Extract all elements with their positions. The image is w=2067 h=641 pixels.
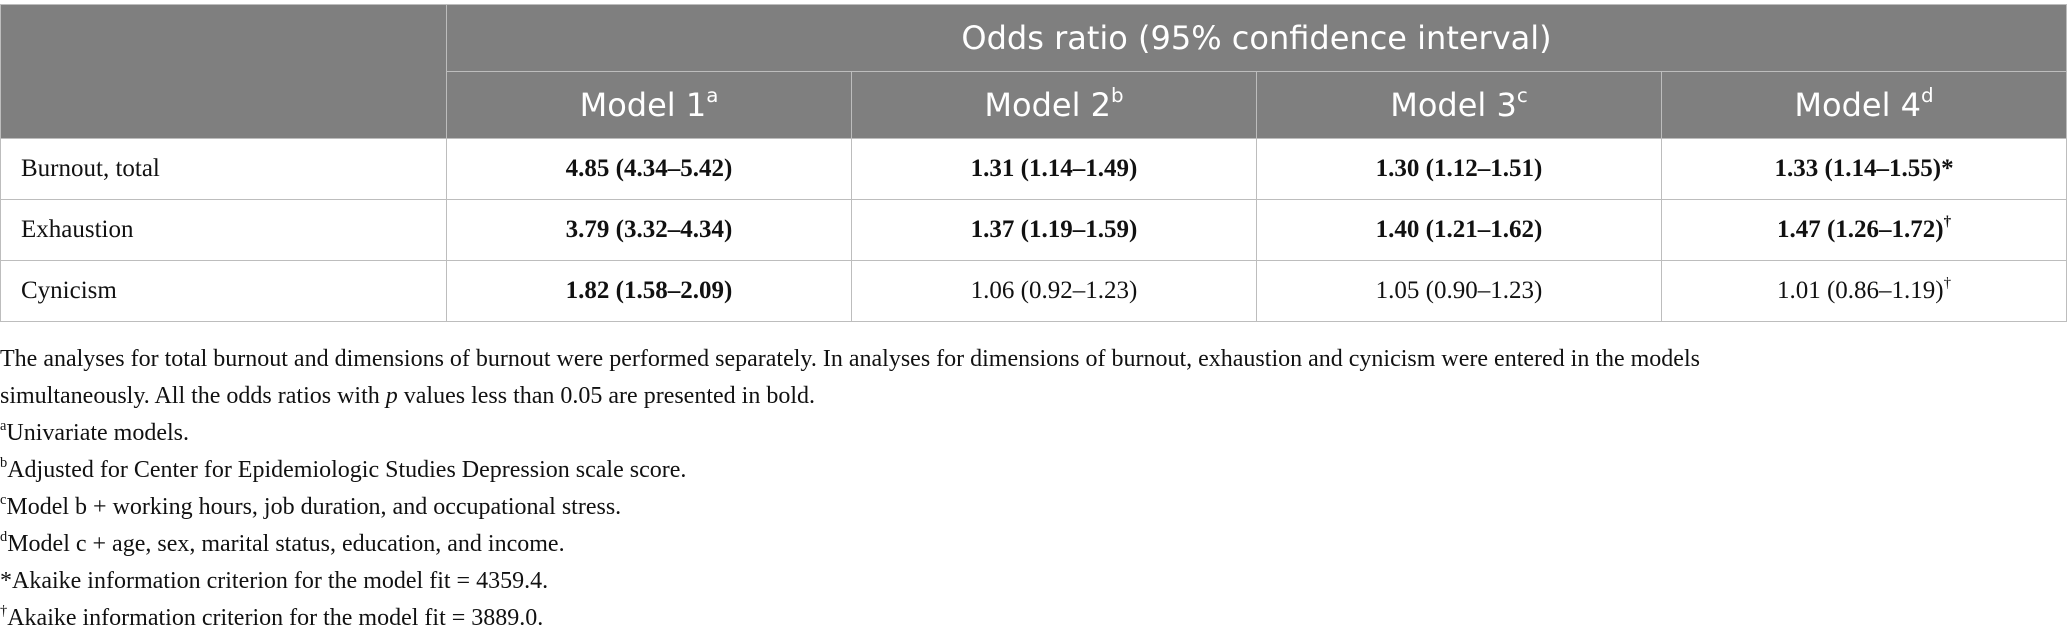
cell-mark: † [1943,213,1952,230]
table-row-exhaustion: Exhaustion 3.79 (3.32–4.34) 1.37 (1.19–1… [0,199,2067,261]
results-table-container: Odds ratio (95% confidence interval) Mod… [0,4,2067,322]
odds-ratio-table: Odds ratio (95% confidence interval) Mod… [0,4,2067,322]
row-label: Cynicism [0,260,447,322]
cell-value: 1.40 (1.21–1.62) [1256,199,1662,261]
footnote-text: Model b + working hours, job duration, a… [6,494,622,520]
footnote-text: Akaike information criterion for the mod… [7,605,544,631]
model-2-sup: b [1111,84,1124,108]
table-row-burnout-total: Burnout, total 4.85 (4.34–5.42) 1.31 (1.… [0,138,2067,200]
notes-intro-after-p: values less than 0.05 are presented in b… [397,383,815,409]
footnote-mark: a [0,417,7,434]
model-1-header: Model 1a [446,71,852,139]
model-3-sup: c [1516,84,1528,108]
cell-value-text: 1.47 (1.26–1.72) [1776,216,1944,243]
cell-value: 1.31 (1.14–1.49) [851,138,1257,200]
table-notes: The analyses for total burnout and dimen… [0,341,2060,637]
group-header: Odds ratio (95% confidence interval) [445,4,2067,72]
cell-value: 4.85 (4.34–5.42) [446,138,852,200]
cell-value-text: 3.79 (3.32–4.34) [565,216,733,243]
cell-value: 1.05 (0.90–1.23) [1256,260,1662,322]
cell-value-text: 1.06 (0.92–1.23) [970,277,1138,304]
cell-value-text: 1.01 (0.86–1.19) [1776,277,1944,304]
footnote-b: bAdjusted for Center for Epidemiologic S… [0,452,2060,489]
cell-value-text: 4.85 (4.34–5.42) [565,155,733,182]
footnote-mark: † [0,602,8,619]
cell-value-text: 1.37 (1.19–1.59) [970,216,1138,243]
footnote-mark: c [0,491,7,508]
cell-value-text: 1.05 (0.90–1.23) [1375,277,1543,304]
cell-value: 1.37 (1.19–1.59) [851,199,1257,261]
footnote-text: Adjusted for Center for Epidemiologic St… [7,457,687,483]
cell-value-text: 1.33 (1.14–1.55)* [1774,155,1954,182]
cell-value-text: 1.31 (1.14–1.49) [970,155,1138,182]
model-2-header: Model 2b [851,71,1257,139]
cell-value: 1.06 (0.92–1.23) [851,260,1257,322]
footnote-a: aUnivariate models. [0,415,2060,452]
notes-intro-line-1: The analyses for total burnout and dimen… [0,346,1700,372]
footnote-mark: * [0,568,12,594]
model-3-label: Model 3 [1390,86,1517,124]
cell-value: 1.30 (1.12–1.51) [1256,138,1662,200]
notes-intro-before-p: simultaneously. All the odds ratios with [0,383,386,409]
row-label: Exhaustion [0,199,447,261]
cell-value: 1.33 (1.14–1.55)* [1660,138,2067,200]
model-3-header: Model 3c [1256,71,1662,139]
cell-mark: † [1943,274,1952,291]
model-1-label: Model 1 [579,86,707,124]
model-2-label: Model 2 [984,86,1111,124]
footnote-c: cModel b + working hours, job duration, … [0,489,2060,526]
model-4-label: Model 4 [1794,86,1922,124]
cell-value-text: 1.82 (1.58–2.09) [565,277,733,304]
model-4-header: Model 4d [1660,71,2067,139]
model-4-sup: d [1921,84,1934,108]
cell-value: 1.01 (0.86–1.19)† [1660,260,2067,322]
footnote-d: dModel c + age, sex, marital status, edu… [0,526,2060,563]
cell-value: 1.82 (1.58–2.09) [446,260,852,322]
footnote-dagger: †Akaike information criterion for the mo… [0,600,2060,637]
corner-header-cell [0,4,447,139]
row-label: Burnout, total [0,138,447,200]
cell-value: 1.47 (1.26–1.72)† [1660,199,2067,261]
footnote-asterisk: *Akaike information criterion for the mo… [0,563,2060,600]
footnote-text: Akaike information criterion for the mod… [12,568,549,594]
table-row-cynicism: Cynicism 1.82 (1.58–2.09) 1.06 (0.92–1.2… [0,260,2067,322]
notes-intro-line-2: simultaneously. All the odds ratios with… [0,378,2060,415]
cell-value: 3.79 (3.32–4.34) [446,199,852,261]
cell-value-text: 1.40 (1.21–1.62) [1375,216,1543,243]
footnote-mark: b [0,454,8,471]
model-1-sup: a [706,84,719,108]
notes-p-symbol: p [385,383,398,409]
footnote-text: Univariate models. [6,420,190,446]
footnote-mark: d [0,528,8,545]
cell-value-text: 1.30 (1.12–1.51) [1375,155,1543,182]
footnote-text: Model c + age, sex, marital status, educ… [7,531,565,557]
